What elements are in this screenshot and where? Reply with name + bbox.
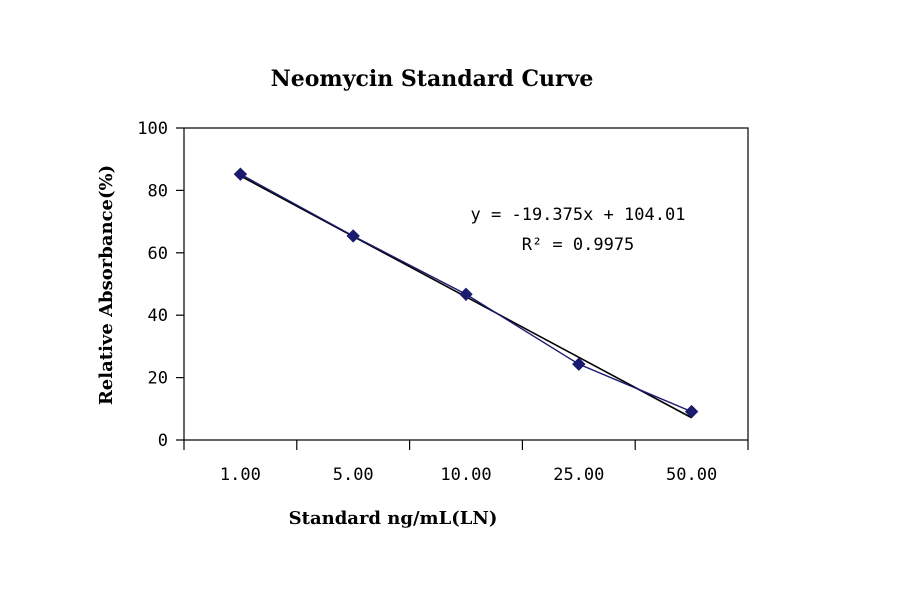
x-tick-label: 10.00 — [440, 465, 491, 485]
x-tick-label: 50.00 — [666, 465, 717, 485]
plot-area — [183, 127, 749, 441]
series-points — [233, 167, 699, 419]
y-tick-label: 80 — [148, 181, 168, 201]
y-tick-label: 60 — [148, 244, 168, 264]
x-tick-label: 1.00 — [220, 465, 261, 485]
data-point — [233, 167, 248, 181]
x-tick-label: 25.00 — [553, 465, 604, 485]
data-point — [346, 229, 360, 243]
y-tick-label: 0 — [158, 431, 168, 451]
y-axis: 0 20 40 60 80 100 — [137, 119, 184, 451]
x-tick-label: 5.00 — [333, 465, 374, 485]
x-axis-title: Standard ng/mL(LN) — [289, 508, 498, 529]
y-tick-label: 100 — [137, 119, 168, 139]
x-axis: 1.00 5.00 10.00 25.00 50.00 — [183, 440, 749, 485]
data-point — [459, 287, 473, 302]
chart-title: Neomycin Standard Curve — [271, 66, 594, 92]
trendline-equation: y = -19.375x + 104.01 — [471, 205, 686, 225]
r-squared-label: R² = 0.9975 — [522, 235, 635, 255]
y-tick-label: 40 — [148, 306, 168, 326]
data-point — [684, 404, 699, 419]
data-point — [572, 357, 586, 371]
y-tick-label: 20 — [148, 369, 168, 389]
y-axis-title: Relative Absorbance(%) — [96, 165, 117, 405]
